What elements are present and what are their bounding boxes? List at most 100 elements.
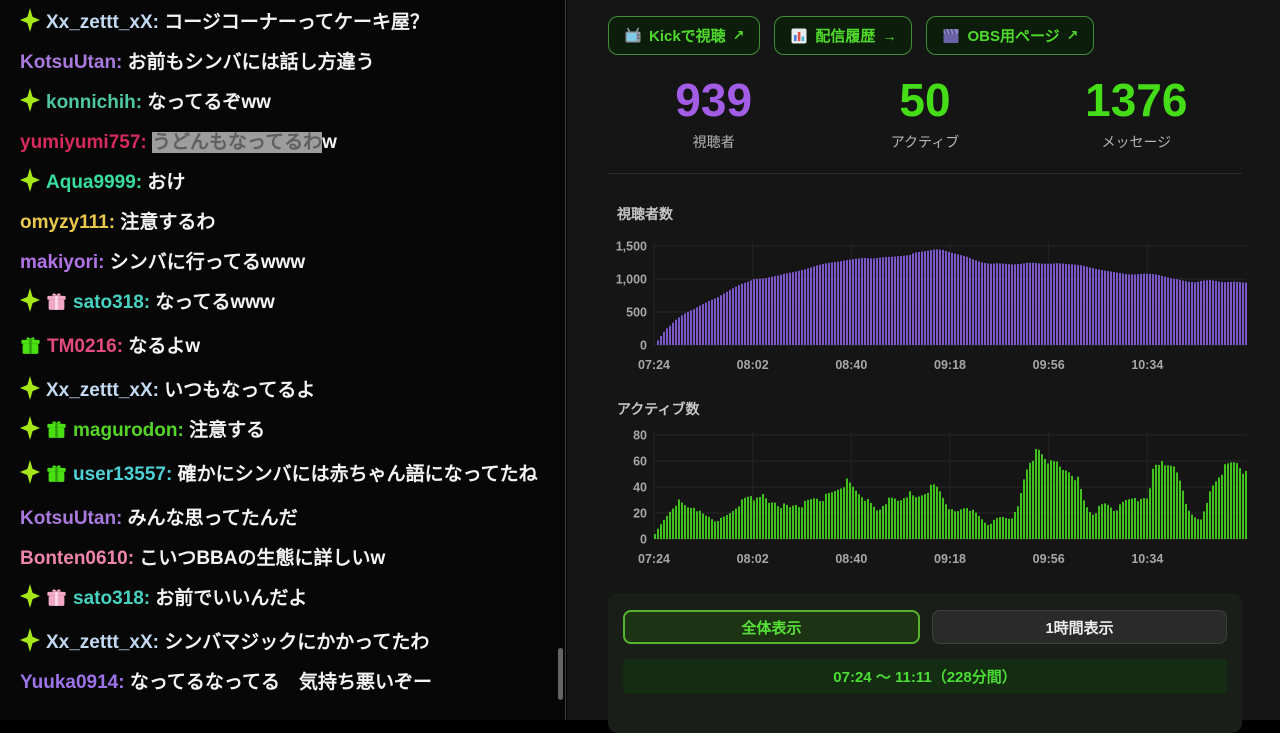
chat-text: お前もシンバには話し方違う [127,52,375,73]
chat-username[interactable]: Xx_zettt_xX: [46,12,159,33]
svg-text:09:18: 09:18 [934,358,966,372]
gift-pink-badge-icon [46,291,67,321]
svg-text:09:56: 09:56 [1033,358,1065,372]
diamond-badge-icon [20,628,40,652]
viewer-chart-title: 視聴者数 [617,206,673,222]
stream-history-button[interactable]: 配信履歴 → [774,16,913,55]
chat-text: コージコーナーってケーキ屋？ [164,12,429,33]
active-count-chart: 0 20 40 60 80 07:24 08:02 08:40 09:18 09:56 10:34 [633,429,1247,566]
chat-message: KotsuUtan: お前もシンバには話し方違う [20,48,547,77]
viewers-stat: 939 視聴者 [608,76,819,152]
arrow-icon: ↗ [732,27,745,43]
chat-username[interactable]: Xx_zettt_xX: [46,632,159,653]
svg-text:60: 60 [633,455,647,469]
watch-on-kick-button[interactable]: Kickで視聴 ↗ [608,16,761,55]
svg-text:10:34: 10:34 [1131,552,1163,566]
bar-chart-icon [791,28,807,43]
chat-message: user13557: 確かにシンバには赤ちゃん語になってたね [20,460,547,493]
svg-text:09:56: 09:56 [1033,552,1065,566]
messages-value: 1376 [1085,74,1188,126]
diamond-badge-icon [20,584,40,608]
svg-text:08:40: 08:40 [835,552,867,566]
chat-message: makiyori: シンバに行ってるwww [20,248,547,277]
range-button-row: 全体表示 1時間表示 [623,610,1227,644]
active-label: アクティブ [890,134,960,150]
chat-message: magurodon: 注意する [20,416,547,449]
obs-page-button[interactable]: OBS用ページ ↗ [926,16,1095,55]
chat-username[interactable]: TM0216: [47,336,124,357]
chat-text: なってるwww [155,292,275,313]
button-label: 配信履歴 [815,28,876,45]
svg-text:07:24: 07:24 [638,358,670,372]
chat-username[interactable]: Xx_zettt_xX: [46,380,159,401]
show-all-button[interactable]: 全体表示 [623,610,920,644]
arrow-icon: → [882,27,897,44]
chat-username[interactable]: KotsuUtan: [20,52,123,73]
chat-username[interactable]: sato318: [73,588,151,609]
chat-text: お前でいいんだよ [155,588,308,609]
chat-username[interactable]: KotsuUtan: [20,508,123,529]
chat-message: Bonten0610: こいつBBAの生態に詳しいw [20,544,547,573]
chat-text: こいつBBAの生態に詳しいw [139,548,386,569]
button-label: Kickで視聴 [649,28,726,45]
svg-text:08:40: 08:40 [835,358,867,372]
chat-username[interactable]: Bonten0610: [20,548,135,569]
arrow-icon: ↗ [1066,27,1079,43]
chat-message: sato318: なってるwww [20,288,547,321]
chat-message: Xx_zettt_xX: コージコーナーってケーキ屋？ [20,8,547,37]
svg-text:500: 500 [626,306,647,320]
chat-username[interactable]: Aqua9999: [46,172,143,193]
gift-green-badge-icon [20,335,41,365]
range-selector-card: 全体表示 1時間表示 07:24 ～ 11:11（228分間） [608,593,1242,733]
chat-text: 確かにシンバには赤ちゃん語になってたね [177,464,538,485]
chat-message: TM0216: なるよw [20,332,547,365]
chat-text: いつもなってるよ [164,380,316,401]
chat-message: Aqua9999: おけ [20,168,547,197]
svg-text:1,500: 1,500 [616,240,647,254]
chat-username[interactable]: magurodon: [73,420,184,441]
viewers-label: 視聴者 [692,134,735,150]
chat-message: sato318: お前でいいんだよ [20,584,547,617]
button-label: OBS用ページ [967,28,1060,45]
svg-text:80: 80 [633,429,647,443]
time-range-label: 07:24 ～ 11:11（228分間） [623,659,1227,694]
svg-text:0: 0 [640,533,647,547]
chat-message: Yuuka0914: なってるなってる 気持ち悪いぞー [20,668,547,697]
chat-text: シンバマジックにかかってたわ [164,632,430,653]
chat-username[interactable]: yumiyumi757: [20,132,147,153]
active-value: 50 [899,74,951,126]
svg-text:1,000: 1,000 [616,273,647,287]
chat-username[interactable]: sato318: [73,292,151,313]
chat-message: KotsuUtan: みんな思ってたんだ [20,504,547,533]
chat-text: なってるぞww [147,92,271,113]
diamond-badge-icon [20,88,40,112]
viewers-value: 939 [675,74,753,126]
chat-username[interactable]: konnichih: [46,92,143,113]
svg-text:10:34: 10:34 [1131,358,1163,372]
active-stat: 50 アクティブ [819,76,1030,152]
chat-username[interactable]: makiyori: [20,252,105,273]
chat-text: みんな思ってたんだ [127,508,298,529]
chat-message: konnichih: なってるぞww [20,88,547,117]
show-one-hour-button[interactable]: 1時間表示 [932,610,1227,644]
chat-username[interactable]: omyzy111: [20,212,116,233]
svg-text:07:24: 07:24 [638,552,670,566]
diamond-badge-icon [20,288,40,312]
chat-text: w [322,132,337,153]
svg-text:40: 40 [633,481,647,495]
chat-message: omyzy111: 注意するわ [20,208,547,237]
messages-label: メッセージ [1101,134,1172,150]
selected-text: うどんもなってるわ [152,132,323,153]
chat-text: 注意するわ [120,212,216,233]
stats-panel: Kickで視聴 ↗ 配信履歴 → OBS用ページ ↗ 939 視聴者 50 アクティブ… [567,0,1280,733]
gift-green-badge-icon [46,463,67,493]
diamond-badge-icon [20,416,40,440]
chat-username[interactable]: Yuuka0914: [20,672,125,693]
chat-username[interactable]: user13557: [73,464,173,485]
diamond-badge-icon [20,376,40,400]
svg-text:08:02: 08:02 [737,552,769,566]
svg-text:20: 20 [633,507,647,521]
chat-scrollbar-thumb[interactable] [558,648,563,700]
chat-message: yumiyumi757: うどんもなってるわw [20,128,547,157]
chat-message: Xx_zettt_xX: シンバマジックにかかってたわ [20,628,547,657]
